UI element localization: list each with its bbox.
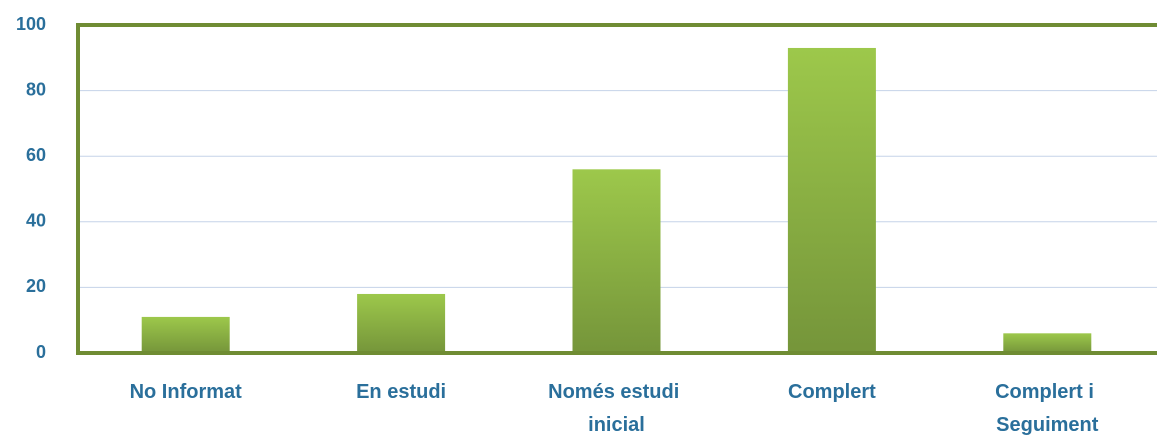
bar [572,169,661,353]
bar [357,293,446,353]
y-tick-label: 0 [36,342,46,362]
y-tick-label: 40 [26,211,46,231]
y-tick-label: 80 [26,79,46,99]
x-tick-label: En estudi [356,381,446,403]
x-tick-label: Complert [788,381,876,403]
x-tick-label: Complert i Seguiment [995,381,1099,436]
y-tick-label: 60 [26,145,46,165]
x-tick-label: No Informat [130,381,243,403]
bar [787,47,876,354]
bar [141,316,230,353]
y-tick-label: 100 [16,14,46,34]
bar [1003,333,1092,353]
y-tick-label: 20 [26,276,46,296]
plot-frame [76,23,1157,355]
x-tick-label: Només estudi inicial [548,381,685,436]
